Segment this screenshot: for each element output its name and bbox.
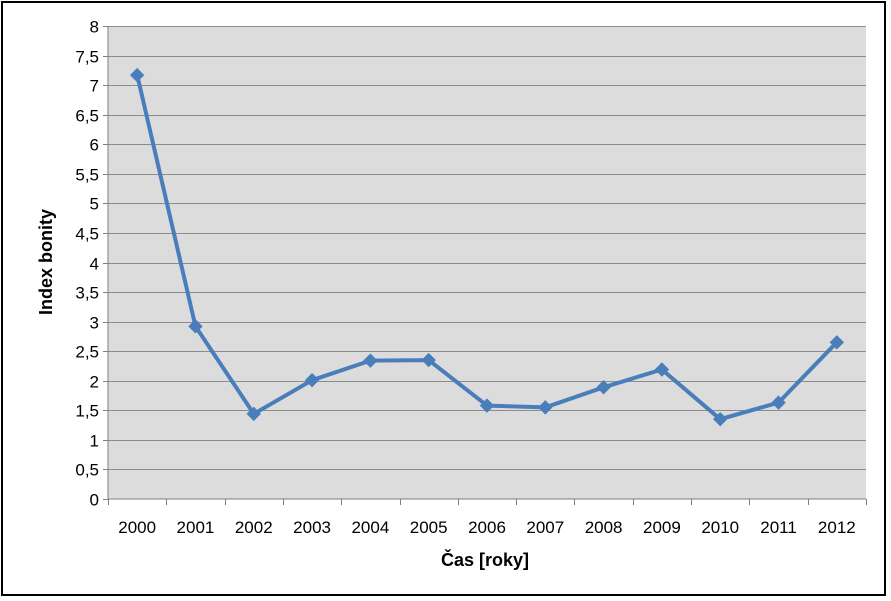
x-tick-label: 2005 [410,518,448,537]
series-group [129,67,845,427]
y-tick-label: 7 [90,77,99,96]
gridlines [108,26,866,470]
x-tick-label: 2003 [293,518,331,537]
x-axis-title: Čas [roky] [441,549,529,570]
axes [107,26,866,500]
data-point-marker [421,352,436,368]
y-axis-title: Index bonity [36,209,56,315]
y-tick-labels: 0 0,5 1 1,5 2 2,5 3 3,5 4 4,5 5 5,5 6 6,5 7 7,5 8 [75,18,108,510]
x-tick-label: 2011 [760,518,797,537]
y-tick-label: 6 [90,136,99,155]
y-tick-label: 4,5 [75,225,99,244]
data-point-marker [363,353,378,368]
x-tick-label: 2010 [701,518,739,537]
x-tick-label: 2012 [818,518,856,537]
y-tick-label: 4 [90,255,99,274]
y-tick-label: 6,5 [75,107,99,126]
y-tick-label: 5,5 [75,166,99,185]
data-point-marker [713,411,728,427]
data-point-marker [479,398,495,413]
y-tick-label: 0 [90,491,99,510]
x-tick-labels: 2000 2001 2002 2003 2004 2005 2006 2007 2008 2009… [108,499,867,537]
y-tick-label: 1 [90,432,99,451]
y-tick-label: 0,5 [75,461,99,480]
y-tick-label: 2 [90,373,99,392]
data-point-marker [129,67,145,83]
y-tick-label: 1,5 [75,402,99,421]
data-point-marker [654,362,670,377]
y-tick-label: 3,5 [75,284,99,303]
data-point-marker [771,395,786,410]
y-tick-label: 3 [90,314,99,333]
x-tick-label: 2000 [118,518,156,537]
y-tick-label: 2,5 [75,343,99,362]
x-tick-label: 2006 [468,518,506,537]
data-point-marker [538,400,553,415]
data-point-marker [304,372,320,388]
y-tick-label: 7,5 [75,48,99,67]
x-tick-label: 2009 [643,518,681,537]
x-tick-label: 2002 [235,518,273,537]
x-tick-label: 2008 [585,518,623,537]
x-tick-label: 2001 [177,518,215,537]
y-tick-label: 8 [90,18,99,37]
data-point-marker [246,406,261,422]
x-tick-label: 2007 [526,518,564,537]
y-tick-label: 5 [90,195,99,214]
data-point-marker [188,319,203,334]
data-point-marker [596,380,611,395]
plot-area [108,26,866,499]
data-point-marker [829,335,845,350]
x-tick-label: 2004 [351,518,389,537]
